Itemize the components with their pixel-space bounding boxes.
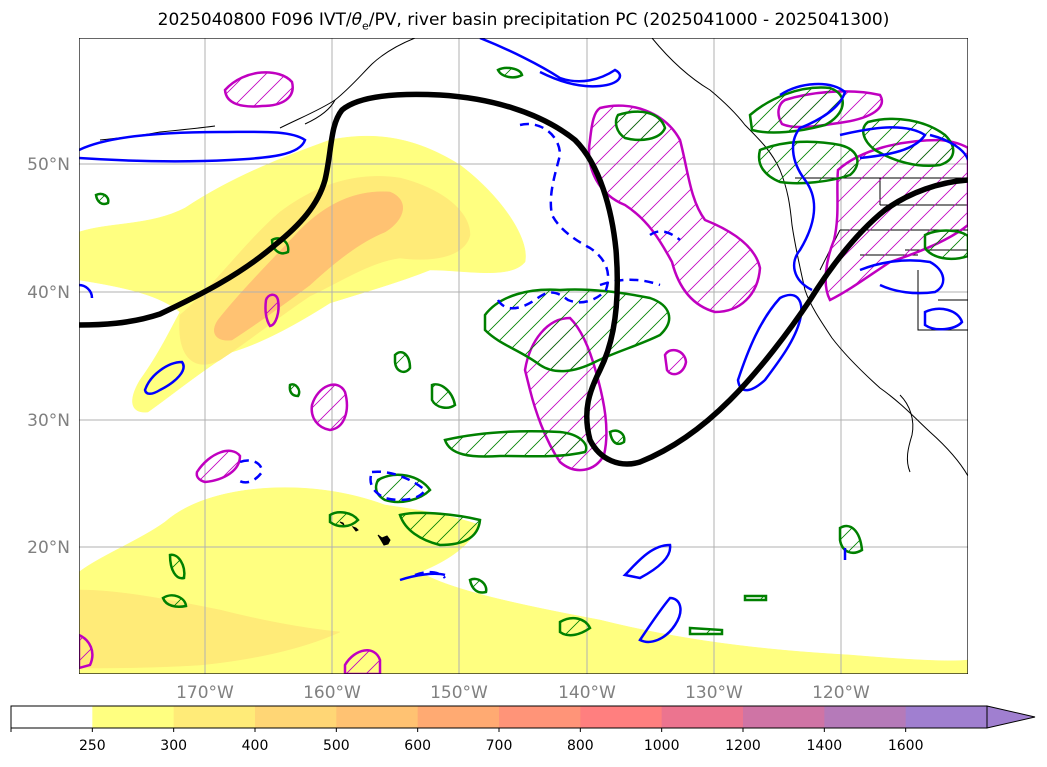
lon-label: 130°W [685,683,743,703]
lon-labels: 170°W 160°W 150°W 140°W 130°W 120°W [176,683,870,703]
precip-pc-positive [94,66,968,637]
colorbar-tick-label: 800 [567,738,594,754]
colorbar-tick-label: 300 [160,738,187,754]
colorbar-cell [255,706,337,728]
title-prefix: 2025040800 F096 IVT/ [157,10,352,30]
colorbar-tick-label: 1400 [807,738,843,754]
ivt-shading [79,135,968,674]
lat-label: 20°N [27,538,70,558]
lon-label: 140°W [558,683,616,703]
colorbar-tick-label: 400 [242,738,269,754]
pv-contours [79,38,968,644]
colorbar-cell [92,706,175,728]
lat-label: 50°N [27,155,70,175]
lat-label: 40°N [27,283,70,303]
colorbar-cell [417,706,500,728]
lat-label: 30°N [27,411,70,431]
colorbar-tick-label: 1600 [888,738,924,754]
ivt-colorbar: 250 300 400 500 600 700 800 1000 1200 1400 1600 [10,705,1036,754]
colorbar-cell [580,706,663,728]
colorbar-tick-label: 700 [486,738,513,754]
pv-contours-dashed [237,122,681,579]
colorbar-cell [905,706,988,728]
lat-labels: 50°N 40°N 30°N 20°N [27,155,70,558]
lon-label: 150°W [430,683,488,703]
colorbar-cell [11,706,93,728]
lon-label: 170°W [176,683,234,703]
colorbar-cell [743,706,825,728]
colorbar-tick-label: 1000 [644,738,680,754]
colorbar-cell [661,706,744,728]
ivt-400-region-north [214,191,403,341]
colorbar-tick-label: 500 [323,738,350,754]
colorbar-cell [499,706,581,728]
title-suffix: /PV, river basin precipitation PC (20250… [368,10,890,30]
colorbar-cell [336,706,419,728]
figure-title: 2025040800 F096 IVT/θe/PV, river basin p… [0,10,1047,32]
colorbar-cell [824,706,907,728]
theta-e-contour [79,91,968,467]
colorbar-tick-label: 250 [79,738,106,754]
colorbar-cells [11,706,988,728]
colorbar-cell [173,706,256,728]
lon-label: 160°W [303,683,361,703]
title-theta: θ [351,10,362,30]
colorbar-tick-label: 1200 [725,738,761,754]
lon-label: 120°W [812,683,870,703]
colorbar-tick-label: 600 [404,738,431,754]
title-subscript: e [362,19,369,33]
colorbar-ticks: 250 300 400 500 600 700 800 1000 1200 1400 1600 [10,728,924,754]
colorbar-extend-arrow [986,705,1036,729]
map-panel [79,38,968,674]
